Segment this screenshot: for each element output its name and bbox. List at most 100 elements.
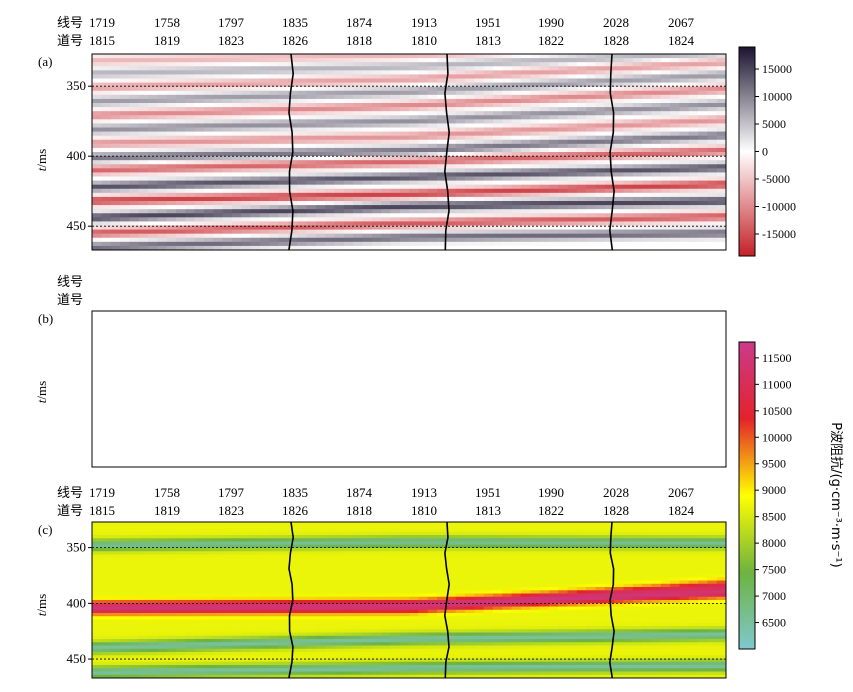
heatmap-cell bbox=[241, 600, 251, 604]
heatmap-cell bbox=[390, 642, 401, 646]
heatmap-cell bbox=[203, 544, 214, 549]
heatmap-cell bbox=[129, 205, 140, 210]
heatmap-cell bbox=[129, 564, 140, 568]
heatmap-cell bbox=[250, 535, 261, 539]
heatmap-cell bbox=[138, 600, 149, 604]
heatmap-cell bbox=[353, 82, 363, 88]
heatmap-cell bbox=[707, 58, 718, 63]
heatmap-cell bbox=[259, 135, 270, 141]
heatmap-cell bbox=[353, 580, 363, 585]
heatmap-cell bbox=[670, 233, 680, 239]
heatmap-cell bbox=[371, 156, 382, 161]
heatmap-cell bbox=[492, 217, 503, 222]
heatmap-cell bbox=[446, 119, 457, 124]
heatmap-cell bbox=[371, 554, 382, 559]
heatmap-cell bbox=[231, 107, 242, 112]
heatmap-cell bbox=[362, 221, 373, 226]
panel-label: (b) bbox=[38, 311, 53, 326]
heatmap-cell bbox=[399, 70, 410, 75]
heatmap-cell bbox=[92, 671, 102, 676]
heatmap-cell bbox=[231, 548, 242, 552]
well-trace-2028 bbox=[608, 53, 615, 251]
heatmap-cell bbox=[250, 564, 261, 568]
heatmap-cell bbox=[110, 580, 121, 585]
heatmap-cell bbox=[371, 648, 382, 653]
line-number-tick: 1835 bbox=[282, 485, 308, 500]
heatmap-cell bbox=[399, 229, 410, 235]
heatmap-cell bbox=[119, 123, 130, 128]
heatmap-cell bbox=[679, 245, 690, 251]
heatmap-cell bbox=[381, 609, 391, 614]
heatmap-cell bbox=[623, 225, 634, 230]
heatmap-cell bbox=[679, 156, 690, 161]
heatmap-cell bbox=[259, 574, 270, 578]
heatmap-cell bbox=[138, 661, 149, 666]
heatmap-cell bbox=[203, 661, 214, 666]
heatmap-cell bbox=[483, 188, 494, 194]
heatmap-cell bbox=[595, 196, 606, 202]
heatmap-cell bbox=[688, 58, 699, 63]
heatmap-cell bbox=[483, 176, 494, 181]
heatmap-cell bbox=[213, 522, 223, 526]
heatmap-cell bbox=[343, 98, 354, 104]
colorbar-gradient bbox=[738, 46, 756, 257]
colorbar-tick-label: -10000 bbox=[762, 200, 796, 214]
heatmap-cell bbox=[371, 192, 382, 198]
heatmap-cell bbox=[362, 86, 373, 92]
heatmap-cell bbox=[278, 209, 289, 214]
heatmap-cell bbox=[250, 531, 261, 536]
heatmap-cell bbox=[138, 107, 149, 112]
heatmap-cell bbox=[483, 90, 494, 96]
heatmap-cell bbox=[110, 192, 121, 198]
heatmap-cell bbox=[203, 583, 214, 588]
heatmap-cell bbox=[101, 131, 112, 137]
heatmap-cell bbox=[586, 119, 596, 124]
heatmap-cell bbox=[278, 74, 289, 79]
heatmap-cell bbox=[455, 107, 466, 112]
heatmap-cell bbox=[520, 229, 531, 235]
heatmap-cell bbox=[409, 229, 419, 235]
heatmap-cell bbox=[632, 176, 643, 181]
heatmap-cell bbox=[203, 603, 214, 607]
heatmap-cell bbox=[175, 233, 186, 239]
heatmap-cell bbox=[390, 74, 401, 79]
heatmap-cell bbox=[558, 180, 568, 186]
heatmap-cell bbox=[716, 107, 727, 112]
heatmap-cell bbox=[269, 580, 279, 585]
heatmap-cell bbox=[269, 70, 279, 75]
heatmap-cell bbox=[194, 152, 205, 157]
heatmap-cell bbox=[325, 541, 335, 546]
heatmap-cell bbox=[269, 596, 279, 601]
heatmap-cell bbox=[138, 626, 149, 630]
heatmap-cell bbox=[670, 62, 680, 67]
heatmap-cell bbox=[250, 233, 261, 239]
heatmap-cell bbox=[259, 600, 270, 604]
heatmap-cell bbox=[119, 160, 130, 165]
heatmap-cell bbox=[175, 123, 186, 128]
heatmap-cell bbox=[175, 229, 186, 235]
heatmap-cell bbox=[390, 674, 401, 679]
heatmap-cell bbox=[185, 196, 195, 202]
heatmap-cell bbox=[399, 528, 410, 533]
heatmap-cell bbox=[241, 70, 251, 75]
heatmap-cell bbox=[157, 577, 167, 581]
heatmap-cell bbox=[353, 528, 363, 533]
heatmap-cell bbox=[110, 541, 121, 546]
heatmap-cell bbox=[315, 639, 326, 643]
heatmap-cell bbox=[707, 115, 718, 120]
heatmap-cell bbox=[231, 94, 242, 100]
heatmap-cell bbox=[483, 152, 494, 157]
heatmap-cell bbox=[269, 616, 279, 620]
heatmap-cell bbox=[492, 172, 503, 177]
heatmap-cell bbox=[576, 74, 587, 79]
heatmap-cell bbox=[175, 648, 186, 653]
heatmap-cell bbox=[287, 237, 298, 243]
heatmap-cell bbox=[194, 538, 205, 542]
heatmap-cell bbox=[203, 606, 214, 611]
heatmap-cell bbox=[567, 188, 578, 194]
heatmap-cell bbox=[203, 554, 214, 559]
heatmap-cell bbox=[548, 123, 559, 128]
heatmap-cell bbox=[175, 58, 186, 63]
heatmap-cell bbox=[558, 74, 568, 79]
heatmap-cell bbox=[436, 66, 447, 71]
